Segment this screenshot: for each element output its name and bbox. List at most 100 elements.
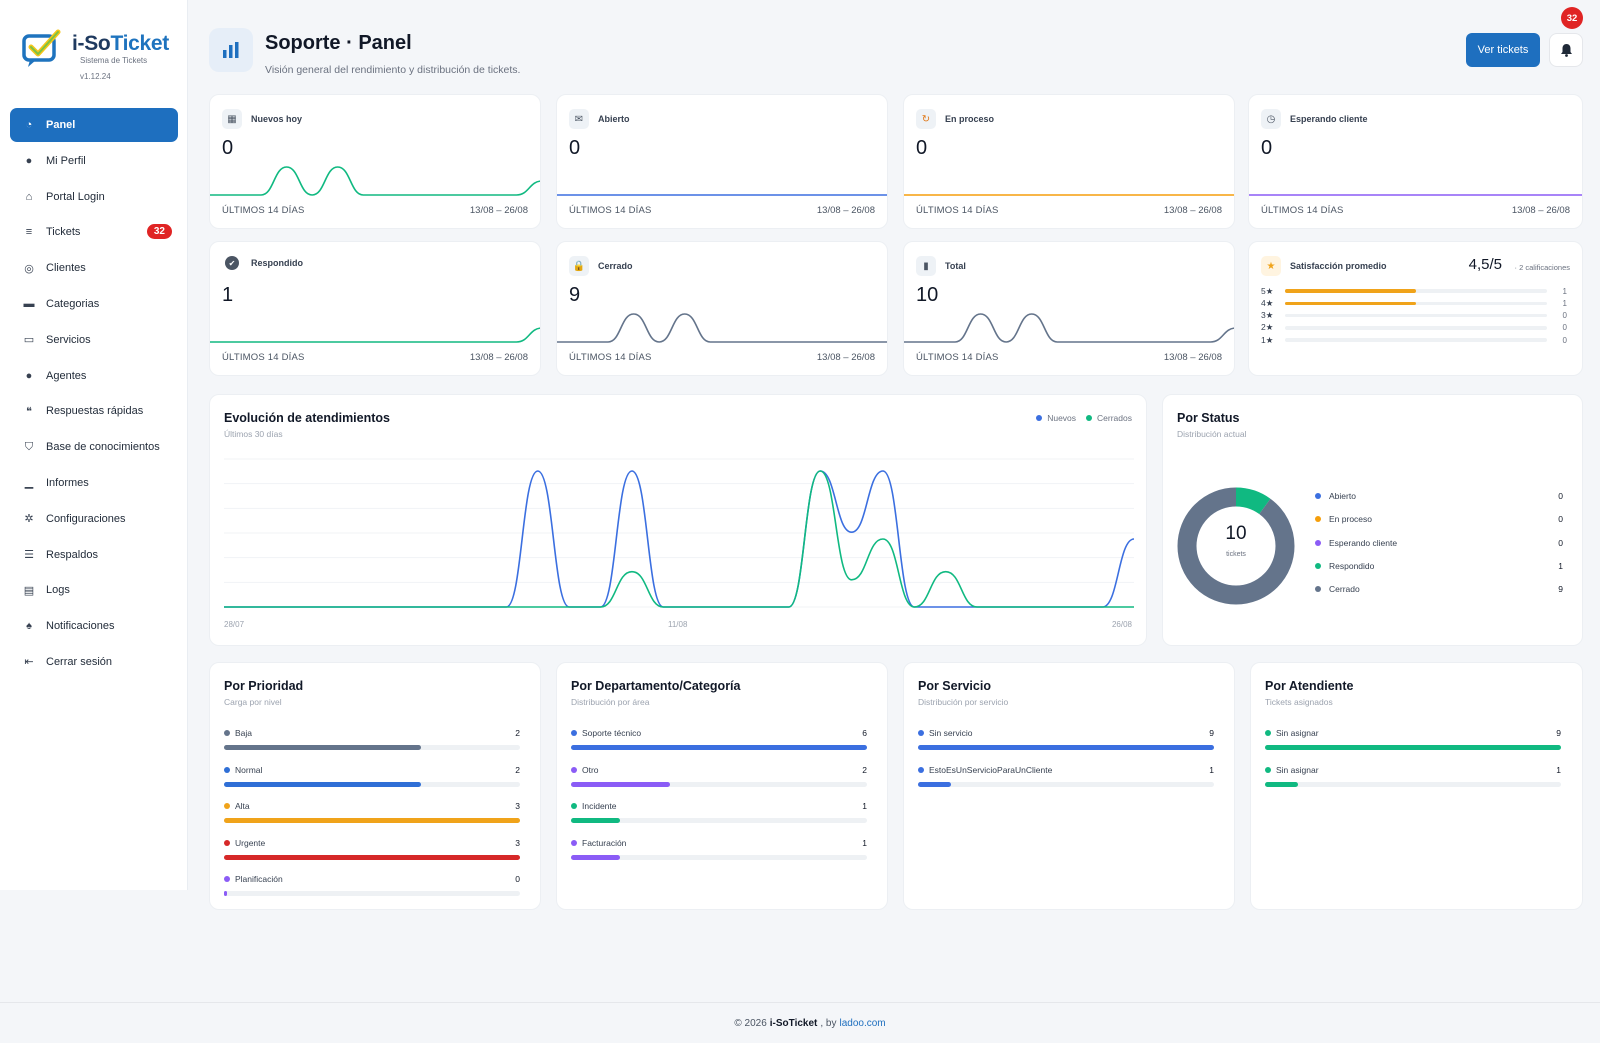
stat-value: 1 [222, 284, 234, 306]
stat-card-en-proceso[interactable]: ↻ En proceso 0 ÚLTIMOS 14 DÍAS 13/08 – 26/08 [903, 94, 1235, 229]
sidebar-item-logs[interactable]: ▤ Logs [10, 573, 178, 607]
sidebar-item-label: Portal Login [46, 190, 105, 203]
sidebar-item-base-de-conocimientos[interactable]: ⛉ Base de conocimientos [10, 430, 178, 464]
donut-total-label: tickets [1226, 551, 1246, 558]
tickets-icon: ≡ [25, 226, 33, 239]
department-label: Soporte técnico [582, 728, 642, 738]
status-legend-item[interactable]: En proceso 0 [1315, 514, 1563, 524]
app-version: v1.12.24 [80, 72, 111, 81]
attendant-card: Por Atendiente Tickets asignados Sin asi… [1250, 662, 1583, 910]
stat-card-cerrado[interactable]: 🔒 Cerrado 9 ÚLTIMOS 14 DÍAS 13/08 – 26/08 [556, 241, 888, 376]
globe-icon: ◎ [24, 262, 34, 275]
attendant-fill [1265, 745, 1561, 750]
service-bar-row: Sin servicio 9 [918, 728, 1214, 758]
sparkline [1249, 194, 1582, 196]
logo[interactable]: i-SoTicket Sistema de Tickets v1.12.24 [22, 24, 172, 86]
gear-icon: ✲ [24, 513, 34, 526]
donut-slice-cerrado [1177, 487, 1295, 605]
sidebar-item-agentes[interactable]: ● Agentes [10, 359, 178, 393]
page-subtitle: Visión general del rendimiento y distrib… [265, 64, 521, 76]
attendant-fill [1265, 781, 1298, 787]
status-label: Abierto [1329, 491, 1356, 501]
bar-chart-icon: ▮ [916, 256, 936, 276]
agent-icon: ● [25, 369, 33, 382]
status-count: 1 [1558, 560, 1563, 571]
folder-icon: ▬ [23, 297, 35, 310]
status-legend-item[interactable]: Respondido 1 [1315, 561, 1563, 571]
status-count: 0 [1558, 537, 1563, 548]
notifications-button[interactable] [1549, 33, 1583, 67]
priority-track [224, 781, 520, 787]
priority-fill [224, 781, 422, 787]
star-icon: ★ [1261, 256, 1281, 276]
priority-label: Normal [235, 764, 263, 775]
priority-label: Urgente [235, 837, 266, 848]
sidebar-item-respaldos[interactable]: ☰ Respaldos [10, 538, 178, 572]
sidebar-item-configuraciones[interactable]: ✲ Configuraciones [10, 502, 178, 536]
graduation-icon: ⛉ [24, 440, 34, 453]
sidebar-item-respuestas-rápidas[interactable]: ❝ Respuestas rápidas [10, 394, 178, 428]
legend-closed[interactable]: Cerrados [1086, 413, 1132, 423]
stat-label: Esperando cliente [1290, 114, 1368, 124]
view-tickets-button[interactable]: Ver tickets [1466, 33, 1540, 67]
stat-card-nuevos-hoy[interactable]: ▦ Nuevos hoy 0 ÚLTIMOS 14 DÍAS 13/08 – 26/08 [209, 94, 541, 229]
department-track [571, 818, 867, 824]
sidebar-item-mi-perfil[interactable]: ● Mi Perfil [10, 144, 178, 178]
sidebar-item-cerrar-sesión[interactable]: ⇤ Cerrar sesión [10, 645, 178, 679]
status-legend-item[interactable]: Cerrado 9 [1315, 584, 1563, 594]
sparkline [210, 166, 540, 196]
status-subtitle: Distribución actual [1177, 429, 1247, 439]
rating-count: 0 [1562, 323, 1567, 333]
status-label: Esperando cliente [1329, 537, 1398, 548]
sidebar-item-label: Base de conocimientos [46, 441, 160, 454]
x-label-start: 28/07 [224, 620, 245, 629]
footer-by: , by [820, 1017, 837, 1029]
refresh-icon: ↻ [916, 109, 936, 129]
service-fill [918, 781, 951, 787]
status-legend-item[interactable]: Abierto 0 [1315, 491, 1563, 501]
logo-icon [22, 29, 61, 67]
satisfaction-label: Satisfacción promedio [1290, 261, 1387, 271]
priority-fill [224, 891, 227, 897]
stat-period: ÚLTIMOS 14 DÍAS [916, 352, 999, 363]
priority-track [224, 745, 520, 750]
satisfaction-count: · 2 calificaciones [1514, 263, 1570, 272]
attendant-subtitle: Tickets asignados [1265, 697, 1333, 707]
evolution-legend: Nuevos Cerrados [1026, 413, 1132, 423]
stat-date-range: 13/08 – 26/08 [469, 205, 528, 216]
sidebar-item-label: Cerrar sesión [46, 655, 113, 668]
sidebar-item-clientes[interactable]: ◎ Clientes [10, 251, 178, 285]
rating-count: 0 [1562, 311, 1567, 321]
status-legend-item[interactable]: Esperando cliente 0 [1315, 538, 1563, 548]
stat-card-esperando-cliente[interactable]: ◷ Esperando cliente 0 ÚLTIMOS 14 DÍAS 13/08 … [1248, 94, 1583, 229]
sidebar-item-categorias[interactable]: ▬ Categorias [10, 287, 178, 321]
stat-label: Nuevos hoy [251, 114, 303, 124]
sidebar-item-label: Notificaciones [46, 620, 115, 633]
sidebar-item-servicios[interactable]: ▭ Servicios [10, 323, 178, 357]
sidebar-item-tickets[interactable]: ≡ Tickets 32 [10, 215, 178, 249]
attendant-track [1265, 781, 1561, 787]
priority-track [224, 818, 520, 824]
attendant-bar-row: Sin asignar 9 [1265, 728, 1561, 758]
attendant-title: Por Atendiente [1265, 679, 1354, 693]
footer-link[interactable]: ladoo.com [839, 1017, 886, 1029]
sidebar-item-label: Mi Perfil [46, 154, 86, 167]
department-label: Facturación [582, 837, 627, 848]
service-subtitle: Distribución por servicio [918, 697, 1009, 707]
satisfaction-value: 4,5/5 [1468, 256, 1502, 273]
stat-card-abierto[interactable]: ✉ Abierto 0 ÚLTIMOS 14 DÍAS 13/08 – 26/08 [556, 94, 888, 229]
sidebar-item-notificaciones[interactable]: ♠ Notificaciones [10, 609, 178, 643]
sidebar-item-informes[interactable]: ▁ Informes [10, 466, 178, 500]
stat-card-respondido[interactable]: ✔ Respondido 1 ÚLTIMOS 14 DÍAS 13/08 – 26/08 [209, 241, 541, 376]
check-circle-icon: ✔ [225, 256, 239, 270]
department-subtitle: Distribución por área [571, 697, 650, 707]
footer-copyright: © 2026 [734, 1017, 767, 1029]
legend-new[interactable]: Nuevos [1036, 413, 1076, 423]
sidebar-item-panel[interactable]: ◔ Panel [10, 108, 178, 142]
service-track [918, 781, 1214, 787]
status-title: Por Status [1177, 411, 1240, 425]
stat-card-total[interactable]: ▮ Total 10 ÚLTIMOS 14 DÍAS 13/08 – 26/08 [903, 241, 1235, 376]
sparkline [210, 327, 540, 343]
sidebar-item-portal-login[interactable]: ⌂ Portal Login [10, 180, 178, 214]
status-label: Respondido [1329, 560, 1375, 571]
